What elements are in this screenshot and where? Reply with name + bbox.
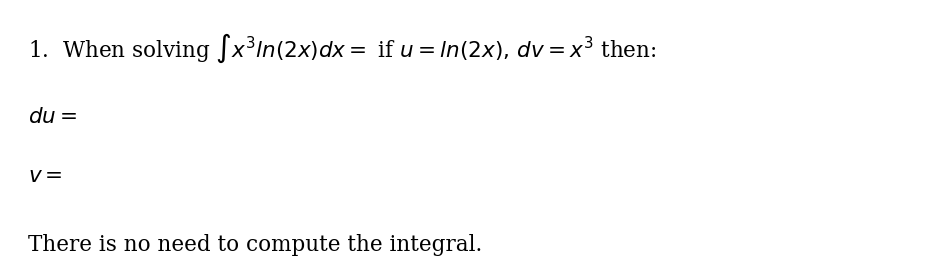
Text: 1.  When solving $\int x^3 ln(2x)dx =$ if $u = ln(2x),\, dv = x^3$ then:: 1. When solving $\int x^3 ln(2x)dx =$ if… xyxy=(28,32,657,65)
Text: $v =$: $v =$ xyxy=(28,165,63,187)
Text: $du =$: $du =$ xyxy=(28,106,78,128)
Text: There is no need to compute the integral.: There is no need to compute the integral… xyxy=(28,234,482,256)
